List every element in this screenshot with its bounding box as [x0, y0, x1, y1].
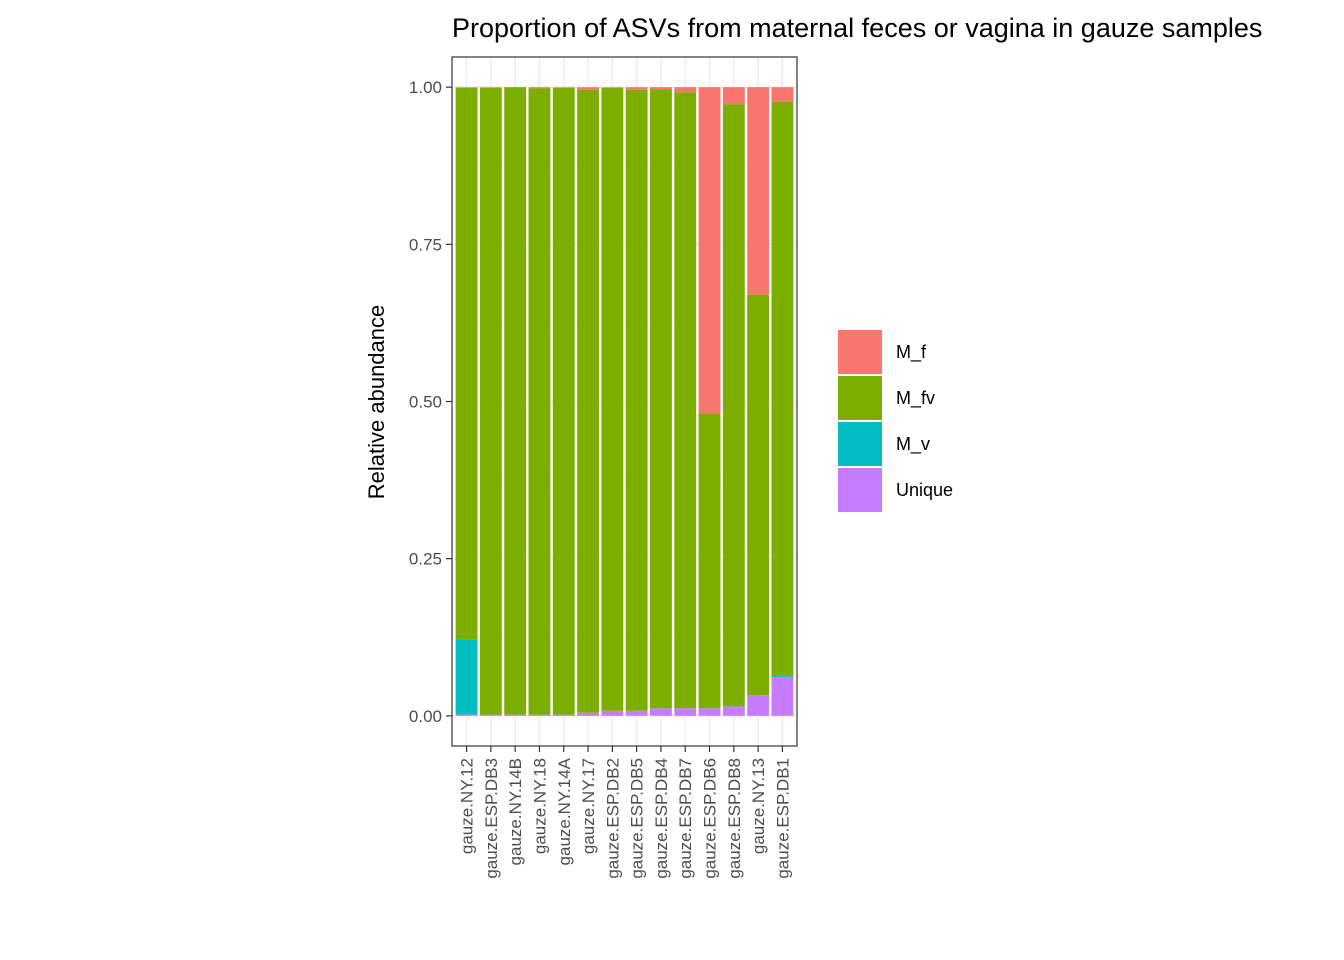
x-tick-label: gauze.ESP.DB8: [725, 758, 744, 879]
bar-segment-m-fv: [479, 87, 502, 715]
bar-segment-unique: [625, 710, 648, 716]
bar-segment-m-fv: [577, 89, 599, 713]
bar-segment-m-fv: [455, 87, 478, 640]
bar-segment-m-fv: [528, 88, 551, 715]
bar-segment-unique: [747, 695, 770, 716]
bar-segment-unique: [577, 712, 599, 716]
y-tick-label: 0.50: [409, 393, 442, 412]
bar-segment-unique: [504, 714, 527, 716]
x-tick-label: gauze.NY.13: [749, 758, 768, 854]
bar-segment-m-v: [455, 639, 478, 715]
x-tick-label: gauze.ESP.DB6: [701, 758, 720, 879]
bar-segment-unique: [552, 714, 575, 716]
y-tick-label: 0.00: [409, 707, 442, 726]
x-tick-label: gauze.NY.12: [458, 758, 477, 854]
bar-segment-unique: [771, 676, 794, 716]
x-tick-label: gauze.NY.14A: [555, 757, 574, 865]
bar-segment-m-fv: [674, 92, 697, 709]
bar-segment-m-fv: [650, 89, 672, 709]
x-tick-label: gauze.NY.17: [579, 758, 598, 854]
bar-segment-m-f: [771, 87, 794, 102]
y-axis-title: Relative abundance: [364, 305, 389, 499]
bar-segment-unique: [650, 708, 672, 716]
legend-key-unique: [838, 468, 882, 512]
bar-segment-unique: [479, 714, 502, 716]
bar-segment-m-f: [722, 87, 745, 105]
bar-segment-m-f: [650, 87, 672, 90]
bar-segment-m-f: [528, 87, 551, 89]
bar-segment-m-f: [698, 87, 721, 414]
legend-key-m-f: [838, 330, 882, 374]
legend-label: M_fv: [896, 388, 935, 409]
y-tick-label: 1.00: [409, 78, 442, 97]
bar-segment-unique: [528, 714, 551, 716]
bar-segment-m-fv: [601, 87, 624, 711]
legend-key-m-fv: [838, 376, 882, 420]
y-tick-label: 0.25: [409, 550, 442, 569]
bar-segment-unique: [698, 708, 721, 716]
legend-label: M_f: [896, 342, 927, 363]
legend: M_f M_fv M_v Unique: [838, 330, 953, 512]
bar-segment-m-f: [577, 87, 599, 90]
bar-segment-unique: [455, 714, 478, 716]
bar-segment-m-f: [455, 87, 478, 88]
bar-segment-m-v: [771, 674, 794, 677]
axes: 0.00 0.25 0.50 0.75 1.00 gauze.NY.12 gauze.ESP…: [409, 78, 793, 878]
bar-segment-m-f: [552, 87, 575, 88]
bar-segment-m-f: [747, 87, 770, 295]
bar-segment-m-f: [674, 87, 697, 93]
x-tick-label: gauze.NY.14B: [506, 758, 525, 865]
bar-segment-unique: [674, 708, 697, 716]
bar-segment-m-fv: [698, 413, 721, 709]
legend-key-m-v: [838, 422, 882, 466]
bar-segment-m-fv: [771, 101, 794, 675]
bar-segment-m-fv: [552, 87, 575, 715]
x-tick-label: gauze.ESP.DB3: [482, 758, 501, 879]
bar-segment-unique: [722, 706, 745, 716]
x-tick-label: gauze.NY.18: [530, 758, 549, 854]
bar-segment-m-f: [479, 87, 502, 88]
bar-segment-m-fv: [747, 294, 770, 696]
x-tick-label: gauze.ESP.DB2: [603, 758, 622, 879]
bar-segment-m-f: [625, 87, 648, 90]
bar-segment-unique: [601, 710, 624, 716]
x-tick-label: gauze.ESP.DB1: [773, 758, 792, 879]
chart-title: Proportion of ASVs from maternal feces o…: [452, 13, 1262, 43]
bar-segment-m-fv: [504, 87, 527, 715]
bar-segment-m-fv: [625, 89, 648, 711]
x-tick-label: gauze.ESP.DB5: [628, 758, 647, 879]
legend-label: Unique: [896, 480, 953, 500]
legend-label: M_v: [896, 434, 930, 455]
bar-segment-m-fv: [722, 104, 745, 707]
bar-segment-m-f: [601, 87, 624, 88]
bar-stacks: [455, 87, 794, 716]
x-tick-label: gauze.ESP.DB7: [676, 758, 695, 879]
y-tick-label: 0.75: [409, 235, 442, 254]
x-tick-label: gauze.ESP.DB4: [652, 758, 671, 879]
